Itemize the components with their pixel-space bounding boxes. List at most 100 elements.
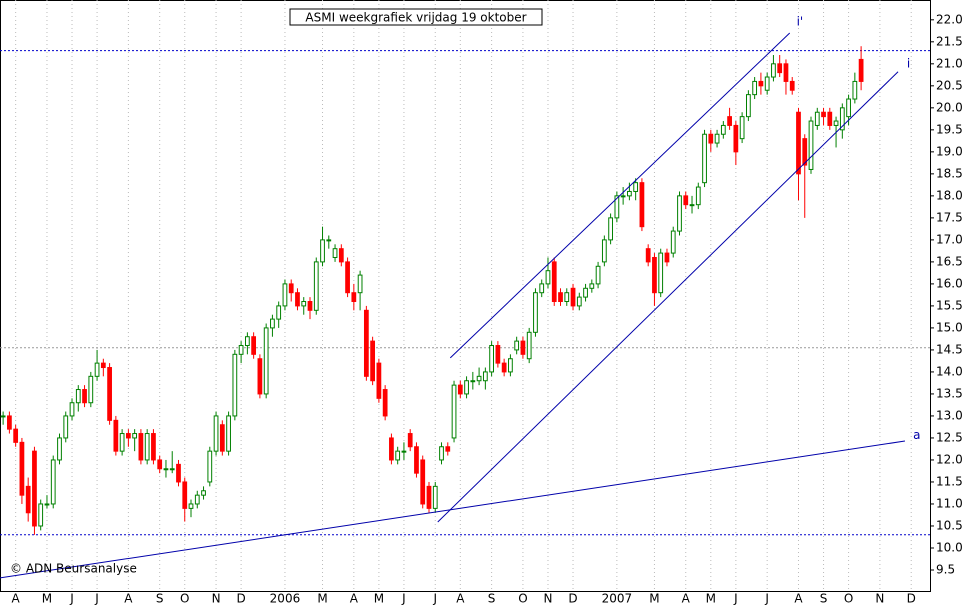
candle-body [144, 433, 150, 461]
marks [0, 32, 906, 579]
candle-body [601, 239, 607, 263]
x-tick-label: S [820, 592, 828, 606]
candle-body [32, 450, 37, 527]
candle-body [119, 433, 125, 452]
candle-body [576, 296, 582, 307]
candle-body [683, 195, 689, 206]
candle-body [426, 485, 432, 509]
candle-body [251, 336, 257, 355]
x-tick-label: A [794, 592, 803, 606]
candle-body [282, 283, 288, 307]
candle-body [464, 380, 469, 395]
candle-body [263, 327, 269, 395]
candle-body [821, 111, 826, 118]
candle-body [169, 468, 175, 471]
trend-line [437, 71, 899, 523]
candle-body [257, 358, 263, 395]
candle-body [526, 331, 532, 360]
candle-body [476, 375, 482, 382]
candle-body [677, 195, 682, 232]
candle-body [777, 63, 783, 74]
candle-body [695, 186, 701, 206]
candle-body [126, 433, 131, 439]
candle-body [608, 217, 613, 241]
candle-body [7, 415, 12, 430]
candle-body [508, 358, 513, 373]
candle-body [501, 362, 507, 373]
candle-body [345, 261, 350, 294]
candle-body [176, 463, 181, 483]
candle-body [783, 63, 789, 82]
candle-body [219, 424, 225, 452]
y-tick-label: 10.0 [936, 540, 963, 554]
candle-body [727, 116, 732, 126]
candle-body [401, 450, 407, 453]
candle-body [69, 402, 75, 417]
y-tick-label: 11.5 [936, 474, 963, 488]
candle-body [88, 375, 94, 404]
y-tick-label: 20.0 [936, 100, 963, 114]
candle-body [301, 301, 307, 307]
candle-body [858, 58, 864, 82]
trend-label: a [913, 428, 920, 442]
candle-body [796, 111, 801, 175]
candle-body [639, 182, 645, 228]
candle-body [564, 292, 570, 303]
x-tick-label: M [706, 592, 716, 606]
x-tick-label: N [212, 592, 221, 606]
y-tick-label: 13.0 [936, 408, 963, 422]
x-tick-label: J [94, 592, 99, 606]
candle-body [652, 256, 657, 294]
candle-body [389, 437, 394, 461]
candle-body [332, 248, 338, 258]
x-tick-label: 2006 [270, 592, 301, 606]
x-tick-label: D [568, 592, 577, 606]
candle-body [570, 287, 576, 307]
candle-body [414, 446, 419, 474]
title-box [289, 8, 543, 26]
candle-body [620, 195, 626, 198]
candle-body [288, 283, 294, 294]
candle-body [670, 230, 676, 254]
candle-body [163, 468, 169, 471]
plot-frame [0, 0, 931, 592]
y-tick-label: 21.0 [936, 56, 963, 70]
y-tick-label: 17.5 [936, 210, 963, 224]
x-tick-label: S [156, 592, 164, 606]
candle-body [213, 415, 219, 452]
y-tick-label: 16.5 [936, 254, 963, 268]
candle-body [138, 433, 144, 461]
candle-body [520, 340, 526, 355]
candle-body [157, 459, 163, 470]
candle-body [814, 111, 820, 126]
candle-body [545, 270, 551, 285]
candle-body [44, 503, 50, 506]
y-tick-label: 18.5 [936, 166, 963, 180]
candle-body [664, 252, 670, 263]
candle-body [558, 292, 563, 303]
trend-line [0, 440, 906, 579]
candle-body [633, 182, 639, 192]
candle-body [752, 80, 758, 96]
candle-body [689, 204, 695, 207]
candle-body [789, 80, 795, 91]
y-tick-label: 17.0 [936, 232, 963, 246]
y-tick-label: 13.5 [936, 386, 963, 400]
candle-body [100, 362, 106, 369]
y-tick-label: 15.0 [936, 320, 963, 334]
candle-body [307, 301, 313, 311]
candle-body [182, 481, 188, 509]
x-tick-label: A [350, 592, 359, 606]
candle-body [376, 362, 382, 399]
candle-body [708, 133, 714, 144]
candle-body [57, 437, 62, 461]
candle-body [326, 239, 332, 242]
candle-body [808, 120, 814, 170]
candle-body [432, 485, 438, 509]
candle-body [739, 116, 745, 140]
candle-body [482, 371, 488, 382]
candle-body [658, 252, 664, 294]
candle-body [363, 309, 369, 377]
candle-body [551, 261, 557, 303]
